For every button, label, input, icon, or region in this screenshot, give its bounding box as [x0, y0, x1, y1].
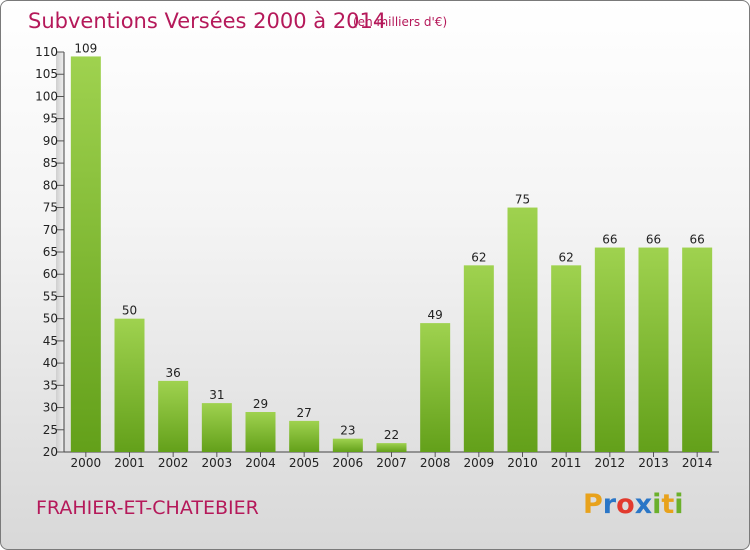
bar-value-label: 66 — [690, 233, 705, 247]
bar-value-label: 66 — [602, 233, 617, 247]
x-tick-label: 2004 — [245, 456, 276, 470]
y-tick-label: 65 — [43, 245, 58, 259]
y-tick-label: 110 — [35, 45, 58, 59]
x-tick-label: 2006 — [333, 456, 364, 470]
y-tick-label: 45 — [43, 334, 58, 348]
y-tick-label: 95 — [43, 112, 58, 126]
y-tick-label: 20 — [43, 445, 58, 459]
bar — [201, 403, 232, 452]
bar — [594, 247, 625, 452]
y-tick-label: 25 — [43, 423, 58, 437]
x-tick-label: 2003 — [202, 456, 233, 470]
x-tick-label: 2002 — [158, 456, 189, 470]
bar — [70, 56, 101, 452]
y-tick-label: 40 — [43, 356, 58, 370]
bar — [682, 247, 713, 452]
bar — [245, 412, 276, 452]
bar-value-label: 62 — [471, 250, 486, 264]
bar — [332, 438, 363, 452]
logo-letter: t — [661, 489, 675, 520]
bar-value-label: 49 — [428, 308, 443, 322]
x-tick-label: 2010 — [507, 456, 538, 470]
bar-value-label: 36 — [166, 366, 181, 380]
y-tick-label: 30 — [43, 401, 58, 415]
bar-value-label: 66 — [646, 233, 661, 247]
bar — [507, 207, 538, 452]
logo-letter: i — [652, 489, 662, 520]
bar — [376, 443, 407, 452]
bar-value-label: 22 — [384, 428, 399, 442]
y-tick-label: 70 — [43, 223, 58, 237]
x-tick-label: 2001 — [114, 456, 145, 470]
y-tick-label: 105 — [35, 67, 58, 81]
x-tick-label: 2014 — [682, 456, 713, 470]
bar — [638, 247, 669, 452]
y-tick-label: 90 — [43, 134, 58, 148]
bar — [158, 380, 189, 452]
y-tick-label: 80 — [43, 178, 58, 192]
x-tick-label: 2000 — [71, 456, 102, 470]
commune-name: FRAHIER-ET-CHATEBIER — [36, 497, 259, 519]
y-tick-label: 55 — [43, 289, 58, 303]
bar-value-label: 62 — [559, 250, 574, 264]
bar-value-label: 29 — [253, 397, 268, 411]
y-tick-label: 100 — [35, 89, 58, 103]
x-tick-label: 2008 — [420, 456, 451, 470]
bar — [463, 265, 494, 452]
y-tick-label: 85 — [43, 156, 58, 170]
y-tick-label: 35 — [43, 378, 58, 392]
logo-letter: x — [634, 489, 653, 520]
proxiti-logo: Proxiti — [583, 489, 684, 520]
x-tick-label: 2011 — [551, 456, 582, 470]
unit-note: (en milliers d'€) — [353, 15, 448, 29]
y-tick-label: 50 — [43, 312, 58, 326]
bar-value-label: 27 — [297, 406, 312, 420]
bar-value-label: 23 — [340, 424, 355, 438]
bar — [114, 318, 145, 452]
bar-value-label: 50 — [122, 304, 137, 318]
x-tick-label: 2013 — [638, 456, 669, 470]
y-tick-label: 75 — [43, 201, 58, 215]
chart-title: Subventions Versées 2000 à 2014 — [28, 9, 387, 33]
bar — [420, 323, 451, 452]
bar-value-label: 75 — [515, 193, 530, 207]
y-tick-label: 60 — [43, 267, 58, 281]
bar-value-label: 109 — [74, 41, 97, 55]
logo-letter: r — [602, 489, 617, 520]
bar — [551, 265, 582, 452]
x-tick-label: 2012 — [595, 456, 626, 470]
x-tick-label: 2005 — [289, 456, 320, 470]
bar — [289, 420, 320, 452]
logo-letter: o — [616, 489, 635, 520]
logo-letter: i — [674, 489, 684, 520]
x-tick-label: 2007 — [376, 456, 407, 470]
bar-value-label: 31 — [209, 388, 224, 402]
x-tick-label: 2009 — [464, 456, 495, 470]
logo-letter: P — [583, 489, 603, 520]
